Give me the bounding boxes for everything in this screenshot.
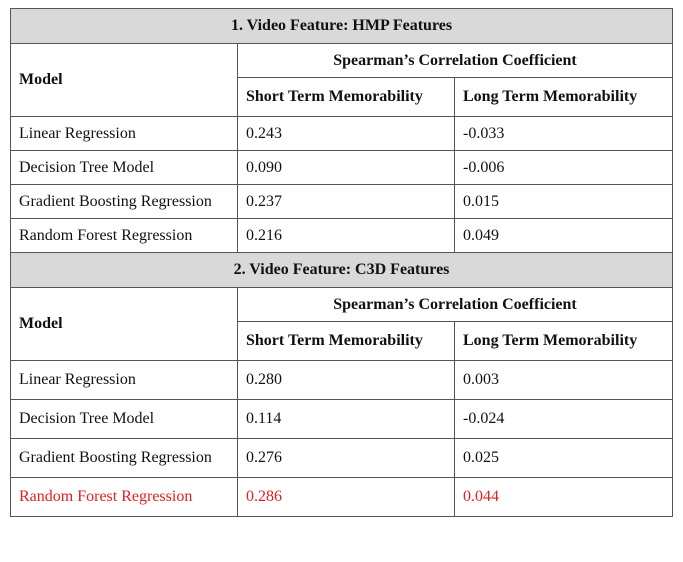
table-row-highlighted: Random Forest Regression 0.286 0.044 [10,477,674,517]
results-table: 1. Video Feature: HMP Features Model Spe… [9,8,674,517]
short-term-value: 0.280 [237,360,455,400]
long-term-header: Long Term Memorability [453,321,674,361]
model-column-header: Model [10,43,238,117]
section-1-group-row: Model Spearman’s Correlation Coefficient [10,43,674,117]
section-2-group-row: Model Spearman’s Correlation Coefficient [10,287,674,361]
section-1-column-header-row: Short Term Memorability Long Term Memora… [11,77,674,117]
section-1-title-row: 1. Video Feature: HMP Features [9,8,674,44]
spearman-group-header: Spearman’s Correlation Coefficient [236,287,674,322]
table-row: Gradient Boosting Regression 0.237 0.015 [10,184,674,219]
table-row: Decision Tree Model 0.090 -0.006 [10,150,674,185]
model-name: Decision Tree Model [10,399,238,439]
model-name: Linear Regression [10,116,238,151]
table-row: Linear Regression 0.280 0.003 [10,360,674,400]
model-name: Decision Tree Model [10,150,238,185]
short-term-value: 0.243 [237,116,455,151]
model-name: Random Forest Regression [10,477,238,517]
table-row: Gradient Boosting Regression 0.276 0.025 [10,438,674,478]
short-term-header: Short Term Memorability [237,321,455,361]
long-term-value: 0.003 [453,360,674,400]
section-2-column-header-row: Short Term Memorability Long Term Memora… [11,321,674,361]
short-term-header: Short Term Memorability [237,77,455,117]
section-2-title: 2. Video Feature: C3D Features [9,252,674,288]
short-term-value: 0.276 [237,438,455,478]
spearman-group-header: Spearman’s Correlation Coefficient [236,43,674,78]
model-column-header: Model [10,287,238,361]
long-term-value: 0.025 [453,438,674,478]
model-name: Linear Regression [10,360,238,400]
model-name: Gradient Boosting Regression [10,438,238,478]
long-term-value: 0.049 [453,218,674,253]
section-1-title: 1. Video Feature: HMP Features [9,8,674,44]
table-row: Random Forest Regression 0.216 0.049 [10,218,674,253]
model-name: Random Forest Regression [10,218,238,253]
long-term-value: 0.015 [453,184,674,219]
long-term-value: -0.006 [453,150,674,185]
short-term-value: 0.090 [237,150,455,185]
model-name: Gradient Boosting Regression [10,184,238,219]
long-term-value: -0.033 [453,116,674,151]
section-2-title-row: 2. Video Feature: C3D Features [9,252,674,288]
long-term-value: -0.024 [453,399,674,439]
short-term-value: 0.114 [237,399,455,439]
short-term-value: 0.216 [237,218,455,253]
long-term-header: Long Term Memorability [453,77,674,117]
long-term-value: 0.044 [453,477,674,517]
table-row: Decision Tree Model 0.114 -0.024 [10,399,674,439]
table-row: Linear Regression 0.243 -0.033 [10,116,674,151]
short-term-value: 0.237 [237,184,455,219]
short-term-value: 0.286 [237,477,455,517]
